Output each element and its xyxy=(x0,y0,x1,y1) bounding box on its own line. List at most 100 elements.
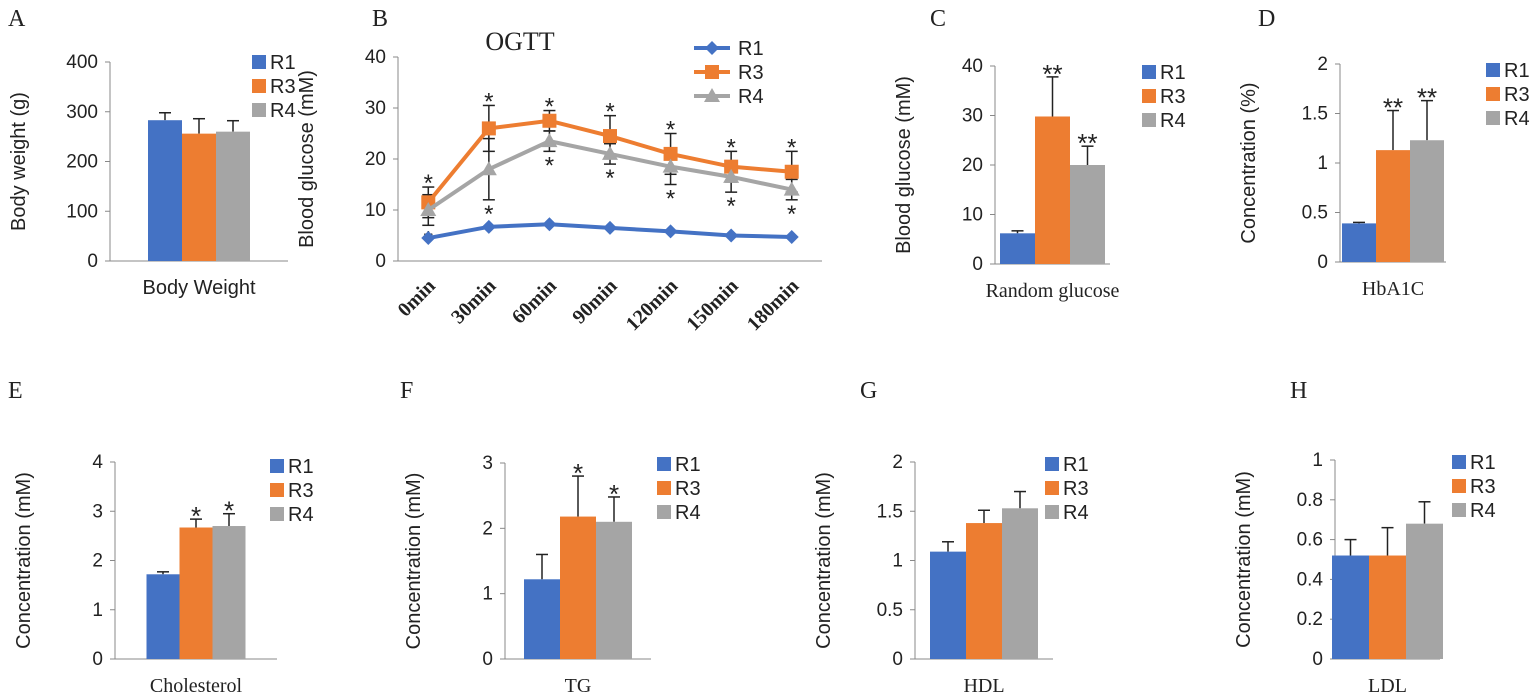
significance-label: * xyxy=(573,458,583,488)
bar xyxy=(1002,508,1038,659)
legend-swatch xyxy=(252,55,266,69)
panel-label: F xyxy=(400,378,413,404)
bar xyxy=(1342,223,1376,262)
significance-label: * xyxy=(666,186,675,213)
y-tick-label: 40 xyxy=(962,56,983,77)
point xyxy=(724,159,739,174)
point xyxy=(784,230,799,245)
significance-label: * xyxy=(484,201,493,228)
bar xyxy=(1369,555,1406,659)
legend-marker xyxy=(704,88,720,102)
y-tick-label: 0 xyxy=(375,251,386,272)
legend-label: R1 xyxy=(1063,454,1089,476)
legend-label: R4 xyxy=(1063,502,1089,524)
significance-label: * xyxy=(605,165,614,192)
legend-label: R4 xyxy=(675,502,701,524)
y-tick-label: 2 xyxy=(92,551,103,572)
legend-swatch xyxy=(270,459,284,473)
legend-swatch xyxy=(252,103,266,117)
y-axis-label: Blood glucose (mM) xyxy=(893,76,915,254)
significance-label: * xyxy=(545,94,554,121)
panel-label: E xyxy=(8,378,23,404)
y-tick-label: 100 xyxy=(66,201,98,222)
y-axis-label: Concentration (mM) xyxy=(403,473,425,650)
x-tick-label: 30min xyxy=(447,275,500,328)
y-tick-label: 40 xyxy=(365,47,386,68)
y-tick-label: 0 xyxy=(972,254,983,275)
y-axis-label: Concentration (mM) xyxy=(1233,471,1255,648)
legend-label: R4 xyxy=(1504,108,1530,130)
legend-label: R4 xyxy=(1470,500,1496,522)
y-tick-label: 0.2 xyxy=(1297,609,1323,630)
y-tick-label: 0.6 xyxy=(1297,530,1323,551)
significance-label: * xyxy=(545,152,554,179)
point xyxy=(662,158,679,173)
point xyxy=(542,113,557,128)
bar xyxy=(930,551,966,659)
legend-swatch xyxy=(1452,503,1466,517)
y-tick-label: 30 xyxy=(365,98,386,119)
x-tick-label: 180min xyxy=(743,275,803,335)
y-tick-label: 1 xyxy=(482,584,493,605)
legend-swatch xyxy=(1486,111,1500,125)
y-tick-label: 4 xyxy=(92,452,103,473)
y-tick-label: 10 xyxy=(962,205,983,226)
y-tick-label: 2 xyxy=(892,452,903,473)
x-axis-label: Random glucose xyxy=(986,280,1120,302)
bar xyxy=(216,131,250,261)
x-axis-label: LDL xyxy=(1368,675,1407,697)
significance-label: * xyxy=(787,134,796,161)
panel-label: A xyxy=(8,6,26,32)
legend-swatch xyxy=(1045,457,1059,471)
legend-label: R3 xyxy=(738,62,764,84)
significance-label: ** xyxy=(1383,93,1403,123)
x-tick-label: 120min xyxy=(622,275,682,335)
y-tick-label: 300 xyxy=(66,102,98,123)
bar xyxy=(966,523,1002,659)
y-tick-label: 0.5 xyxy=(877,600,903,621)
x-axis-label: Cholesterol xyxy=(150,675,243,697)
y-axis-label: Blood glucose (mM) xyxy=(296,70,318,248)
y-tick-label: 200 xyxy=(66,152,98,173)
y-tick-label: 2 xyxy=(1317,54,1328,75)
bar xyxy=(1376,150,1410,262)
legend-label: R3 xyxy=(1470,476,1496,498)
y-tick-label: 0 xyxy=(892,649,903,670)
bar xyxy=(146,574,180,659)
panel-label: D xyxy=(1258,6,1275,32)
bar xyxy=(1035,116,1070,265)
y-tick-label: 1.5 xyxy=(877,501,903,522)
legend-label: R3 xyxy=(675,478,701,500)
bar xyxy=(212,526,246,659)
x-axis-label: HbA1C xyxy=(1362,278,1424,300)
y-axis-label: Concentration (mM) xyxy=(813,472,835,649)
legend-label: R1 xyxy=(1504,60,1530,82)
significance-label: * xyxy=(726,193,735,220)
legend-swatch xyxy=(252,79,266,93)
legend-swatch xyxy=(1452,455,1466,469)
x-tick-label: 60min xyxy=(508,275,561,328)
legend-swatch xyxy=(270,507,284,521)
y-tick-label: 0 xyxy=(482,649,493,670)
x-tick-label: 0min xyxy=(394,275,440,321)
y-tick-label: 10 xyxy=(365,200,386,221)
point xyxy=(541,133,558,148)
point xyxy=(480,161,497,176)
point xyxy=(603,220,617,235)
legend-label: R4 xyxy=(270,100,296,122)
significance-label: * xyxy=(787,201,796,228)
legend-label: R4 xyxy=(738,86,764,108)
legend-swatch xyxy=(1486,87,1500,101)
significance-label: * xyxy=(609,479,619,509)
y-tick-label: 1 xyxy=(92,600,103,621)
panel-label: C xyxy=(930,6,946,32)
legend-label: R3 xyxy=(1504,84,1530,106)
point xyxy=(481,219,496,234)
significance-label: * xyxy=(605,99,614,126)
panel-label: H xyxy=(1290,378,1307,404)
y-tick-label: 0 xyxy=(87,251,98,272)
bar xyxy=(1070,165,1105,264)
significance-label: * xyxy=(666,117,675,144)
y-tick-label: 0 xyxy=(1317,252,1328,273)
